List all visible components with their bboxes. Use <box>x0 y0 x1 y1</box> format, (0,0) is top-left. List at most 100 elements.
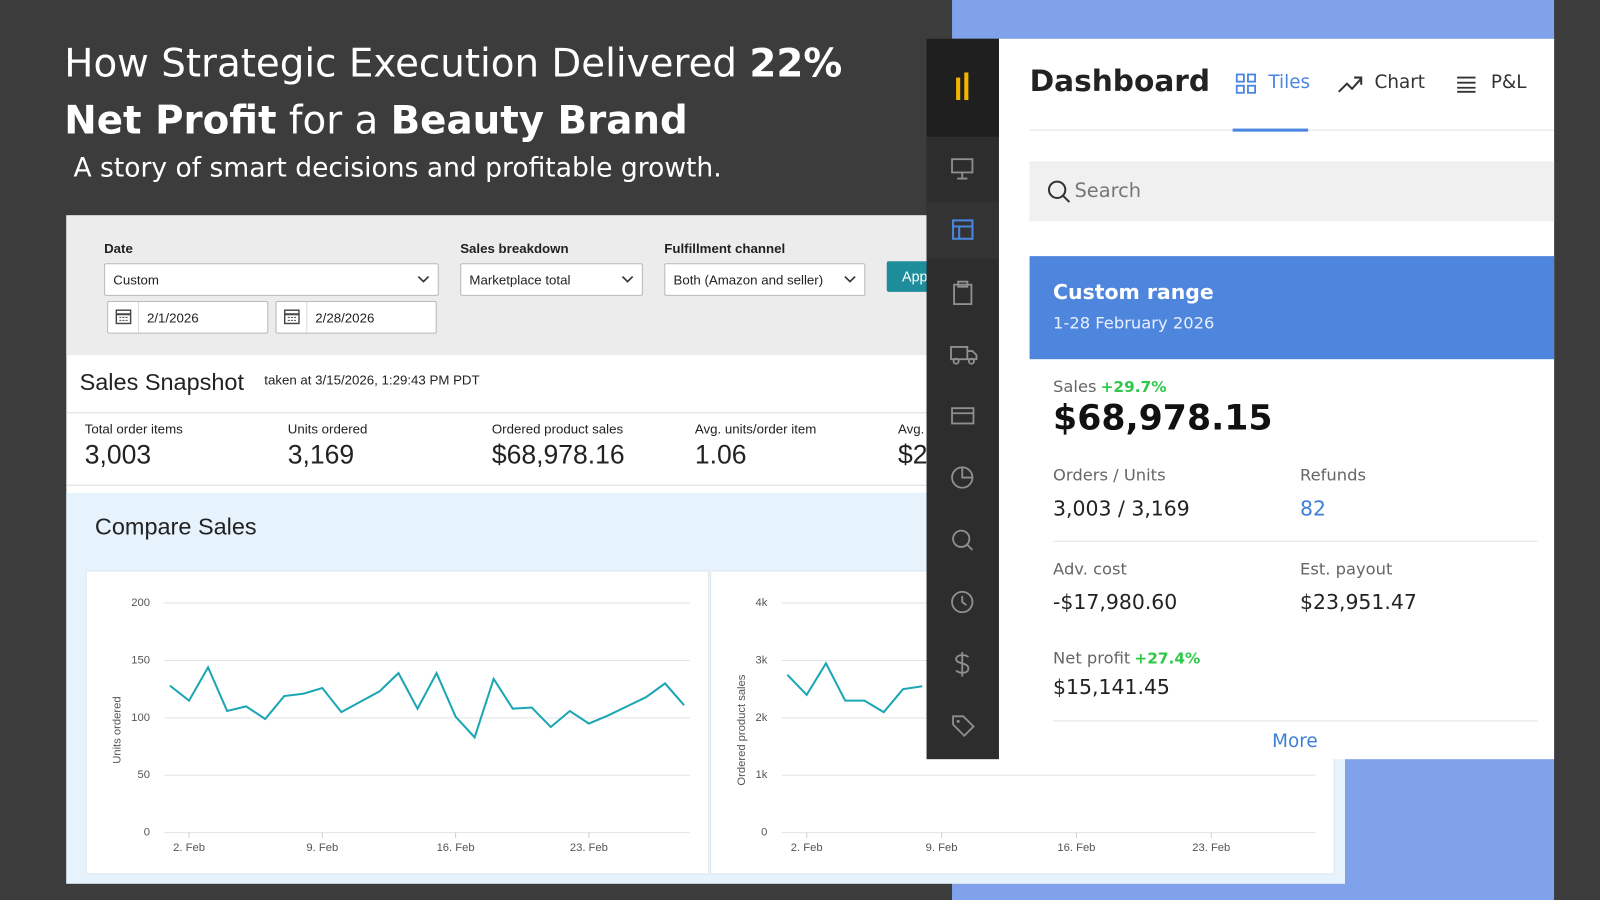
nav-icon[interactable] <box>955 652 970 677</box>
nav-icon[interactable] <box>952 219 974 240</box>
search-box[interactable]: Search <box>1029 161 1555 222</box>
x-tick-label: 2. Feb <box>173 842 205 854</box>
date-value: 2/1/2026 <box>146 309 199 325</box>
subtitle: A story of smart decisions and profitabl… <box>73 153 722 184</box>
divider <box>66 484 1345 486</box>
x-tick-label: 2. Feb <box>791 842 823 854</box>
filter-label: Fulfillment channel <box>664 240 786 257</box>
y-tick-label: 50 <box>138 769 150 781</box>
tab-icon <box>1235 73 1257 94</box>
change: +27.4% <box>1134 648 1201 668</box>
metric-value: $23,951.47 <box>1299 589 1417 615</box>
range-card <box>1029 256 1555 360</box>
y-tick-label: 1k <box>755 769 767 781</box>
calendar-icon <box>115 302 139 333</box>
select-value: Marketplace total <box>469 271 571 288</box>
x-tick-label: 23. Feb <box>570 842 608 854</box>
snapshot-header <box>66 355 1345 414</box>
y-tick-label: 4k <box>755 597 767 609</box>
metric-value[interactable]: 82 <box>1299 495 1326 521</box>
metric-label: Avg. <box>897 421 925 437</box>
x-tick-label: 16. Feb <box>437 842 475 854</box>
nav-icon[interactable] <box>951 590 974 614</box>
dashboard <box>998 38 1555 760</box>
nav-icon[interactable] <box>952 715 975 738</box>
chevron <box>844 275 856 283</box>
metric-value: 1.06 <box>694 438 747 470</box>
x-tick-label: 9. Feb <box>926 842 958 854</box>
calendar-icon <box>283 302 308 333</box>
y-tick-label: 100 <box>131 712 150 724</box>
date-select[interactable]: Custom <box>104 263 439 296</box>
y-tick-label: 2k <box>755 712 767 724</box>
chevron <box>417 275 430 283</box>
nav-icon[interactable] <box>951 407 975 425</box>
metric-label: Orders / Units <box>1053 465 1166 485</box>
filter-label: Date <box>104 240 133 257</box>
dashboard-title: Dashboard <box>1029 63 1211 98</box>
y-tick-label: 200 <box>131 597 150 609</box>
filter-label: Sales breakdown <box>460 240 569 257</box>
logo-area <box>926 38 999 137</box>
metric-label: Units ordered <box>287 421 368 437</box>
more-link[interactable]: More <box>1272 730 1318 753</box>
sidebar-icons <box>926 72 999 738</box>
tab-icon <box>1457 76 1476 93</box>
range-title: Custom range <box>1053 279 1214 305</box>
title: How Strategic Execution Delivered 22% Ne… <box>64 35 842 149</box>
label-text: Net profit <box>1053 647 1131 668</box>
tab-label: Chart <box>1374 71 1425 93</box>
nav-icon[interactable] <box>952 529 971 548</box>
snapshot-title: Sales Snapshot <box>79 368 245 395</box>
metric-value: 3,003 / 3,169 <box>1053 495 1190 521</box>
title-part: Beauty Brand <box>390 97 688 143</box>
x-tick-label: 23. Feb <box>1192 842 1230 854</box>
metric-label: Est. payout <box>1299 559 1393 579</box>
range-dates: 1-28 February 2026 <box>1053 313 1215 333</box>
search-icon <box>1047 180 1071 203</box>
data-line <box>786 661 923 714</box>
metric-label: Net profit +27.4% <box>1053 648 1200 667</box>
divider <box>1053 720 1538 722</box>
x-tick-label: 9. Feb <box>306 842 338 854</box>
breakdown-select[interactable]: Marketplace total <box>460 263 643 296</box>
nav-icon[interactable] <box>951 158 974 174</box>
x-tick-label: 16. Feb <box>1057 842 1095 854</box>
metric-value: 3,169 <box>287 438 355 470</box>
date-value: 2/28/2026 <box>315 309 375 325</box>
logo <box>964 72 969 100</box>
nav-icon[interactable] <box>953 283 973 305</box>
metric-label: Ordered product sales <box>491 421 624 437</box>
select-value: Both (Amazon and seller) <box>673 271 824 288</box>
title-part: Net Profit <box>64 97 277 143</box>
metric-value: $68,978.16 <box>491 438 625 470</box>
logo <box>956 77 961 100</box>
y-tick-label: 150 <box>131 654 150 666</box>
chevron <box>621 275 634 283</box>
data-line <box>169 665 685 740</box>
sales-value: $68,978.15 <box>1053 397 1273 439</box>
fulfillment-select[interactable]: Both (Amazon and seller) <box>664 263 866 296</box>
y-axis-label: Ordered product sales <box>736 674 748 785</box>
compare-title: Compare Sales <box>94 513 257 540</box>
metric-value: -$17,980.60 <box>1053 589 1178 615</box>
change: +29.7% <box>1100 377 1167 396</box>
search-placeholder: Search <box>1074 179 1142 203</box>
label-text: Sales <box>1053 376 1097 396</box>
title-part: How Strategic Execution Delivered <box>64 40 738 86</box>
end-date[interactable]: 2/28/2026 <box>275 301 437 334</box>
chart: 0 50 100 150 200 2. Feb 9. Feb 16. Feb 23. Feb Un… <box>85 570 710 875</box>
y-tick-label: 3k <box>755 654 767 666</box>
title-part: for a <box>288 97 379 143</box>
snapshot-timestamp: taken at 3/15/2026, 1:29:43 PM PDT <box>264 372 480 388</box>
metric-label: Total order items <box>84 421 183 437</box>
metric-value: 3,003 <box>84 438 152 470</box>
start-date[interactable]: 2/1/2026 <box>107 301 269 334</box>
nav-icon[interactable] <box>950 346 978 361</box>
y-tick-label: 0 <box>761 827 767 839</box>
tab[interactable]: Tiles <box>1232 69 1310 132</box>
divider <box>1053 540 1538 542</box>
metric-label: Avg. units/order item <box>694 421 817 437</box>
